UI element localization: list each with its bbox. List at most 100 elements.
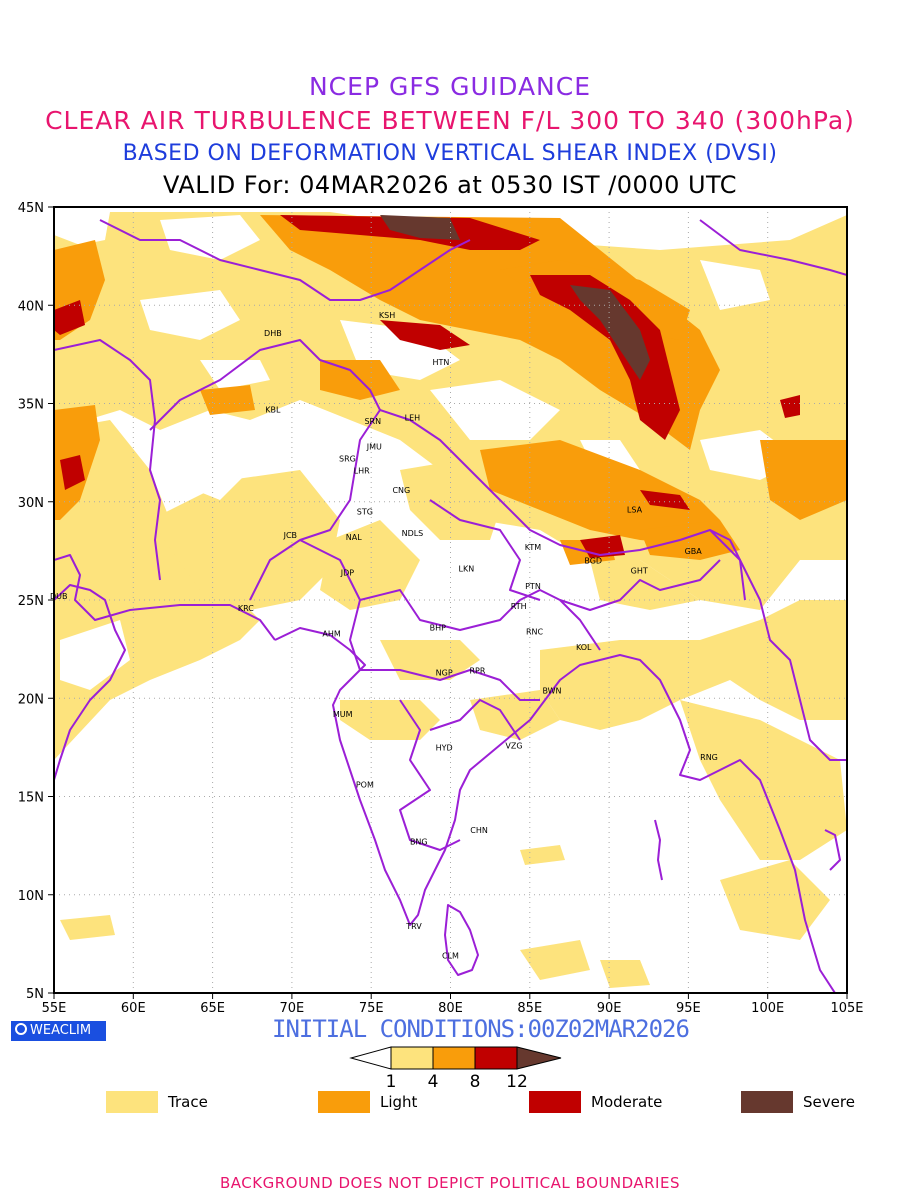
gulf-coast (54, 554, 276, 641)
station-pom: POM (356, 781, 374, 790)
lon-label: 105E (830, 1001, 863, 1016)
station-jdp: JDP (340, 568, 355, 577)
station-rth: RTH (511, 602, 527, 611)
index-description: BASED ON DEFORMATION VERTICAL SHEAR INDE… (122, 141, 778, 166)
weaclim-logo: WEACLIM (11, 1021, 106, 1041)
station-chn: CHN (470, 826, 488, 835)
border-myanmar (709, 529, 847, 761)
station-srn: SRN (364, 417, 381, 426)
valid-time: VALID For: 04MAR2026 at 0530 IST /0000 U… (162, 171, 738, 199)
arabia-coast (54, 584, 126, 781)
lon-label: 55E (42, 1001, 67, 1016)
colorbar-segment (432, 1046, 476, 1070)
border-north (379, 409, 746, 601)
station-mum: MUM (333, 710, 353, 719)
station-bwn: BWN (542, 686, 561, 695)
legend-swatch-trace (106, 1091, 158, 1113)
lat-label: 40N (18, 299, 44, 314)
island-se (824, 829, 841, 871)
station-kol: KOL (576, 643, 592, 652)
station-bng: BNG (410, 838, 428, 847)
station-ksh: KSH (379, 311, 395, 320)
lat-label: 5N (26, 987, 44, 1002)
station-ndls: NDLS (402, 529, 424, 538)
longitude-labels: 55E 60E 65E 70E 75E 80E 85E 90E 95E 100E 105E (42, 993, 864, 1016)
border-west (149, 339, 381, 601)
chart-title: NCEP GFS GUIDANCE (308, 72, 591, 101)
station-labels: KSH DHB HTN KBL SRN LEH JMU SRG LHR CNG STG LSA JCB N… (50, 311, 718, 961)
states-3 (399, 699, 461, 851)
andaman-islands (654, 819, 663, 881)
legend-swatch-light (318, 1091, 370, 1113)
lat-label: 30N (18, 496, 44, 511)
lon-label: 70E (280, 1001, 305, 1016)
lat-label: 35N (18, 398, 44, 413)
station-rng: RNG (700, 753, 718, 762)
lon-label: 75E (359, 1001, 384, 1016)
states-4 (429, 699, 521, 741)
station-ngp: NGP (436, 669, 453, 678)
sri-lanka (444, 904, 479, 976)
station-lsa: LSA (627, 506, 643, 515)
india-coastline (274, 627, 836, 993)
station-bgd: BGD (584, 557, 602, 566)
colorbar-tick-label: 1 (386, 1072, 397, 1092)
station-nal: NAL (346, 533, 362, 542)
station-dub: DUB (50, 592, 68, 601)
station-bhp: BHP (430, 624, 447, 633)
colorbar-tick-label: 4 (428, 1072, 439, 1092)
lon-label: 100E (751, 1001, 784, 1016)
border-central-asia (99, 219, 471, 301)
station-gba: GBA (685, 547, 703, 556)
colorbar-segment (390, 1046, 434, 1070)
station-dhb: DHB (264, 329, 282, 338)
lon-label: 85E (517, 1001, 542, 1016)
station-ahm: AHM (322, 629, 340, 638)
color-scale-bar: 1 4 8 12 (349, 1046, 562, 1092)
states-6 (559, 559, 721, 611)
station-stg: STG (357, 508, 373, 517)
station-ktm: KTM (525, 543, 542, 552)
boundaries (54, 219, 847, 993)
station-jcb: JCB (283, 531, 297, 540)
lon-label: 90E (597, 1001, 622, 1016)
weaclim-icon (15, 1023, 27, 1035)
legend-label-light: Light (380, 1093, 418, 1111)
station-cng: CNG (392, 486, 410, 495)
station-vzg: VZG (505, 741, 522, 750)
lat-label: 10N (18, 889, 44, 904)
station-rpr: RPR (469, 667, 485, 676)
colorbar-tick-label: 8 (470, 1072, 481, 1092)
station-clm: CLM (442, 952, 459, 961)
colorbar-over-triangle (516, 1046, 562, 1070)
latitude-labels: 45N 40N 35N 30N 25N 20N 15N 10N 5N (18, 201, 54, 1002)
severe-areas (380, 215, 650, 380)
station-rnc: RNC (526, 627, 544, 636)
station-leh: LEH (405, 413, 421, 422)
border-iran (54, 339, 161, 581)
legend-label-moderate: Moderate (591, 1093, 663, 1111)
station-htn: HTN (433, 358, 450, 367)
lon-label: 60E (121, 1001, 146, 1016)
legend-label-trace: Trace (168, 1093, 208, 1111)
station-lhr: LHR (354, 466, 370, 475)
lon-label: 80E (438, 1001, 463, 1016)
lat-label: 20N (18, 692, 44, 707)
station-trv: TRV (405, 922, 422, 931)
station-lkn: LKN (459, 565, 475, 574)
states-1 (299, 539, 601, 651)
states-2 (349, 599, 540, 701)
station-krc: KRC (238, 604, 254, 613)
legend-swatch-moderate (529, 1091, 581, 1113)
lat-label: 15N (18, 791, 44, 806)
turbulence-field (54, 212, 847, 988)
station-hyd: HYD (436, 743, 453, 752)
station-ptn: PTN (525, 582, 541, 591)
station-kbl: KBL (265, 405, 281, 414)
station-srg: SRG (339, 455, 356, 464)
chart-subtitle: CLEAR AIR TURBULENCE BETWEEN F/L 300 TO … (45, 106, 855, 135)
legend-swatch-severe (741, 1091, 793, 1113)
legend-label-severe: Severe (803, 1093, 855, 1111)
graticule (54, 207, 847, 993)
